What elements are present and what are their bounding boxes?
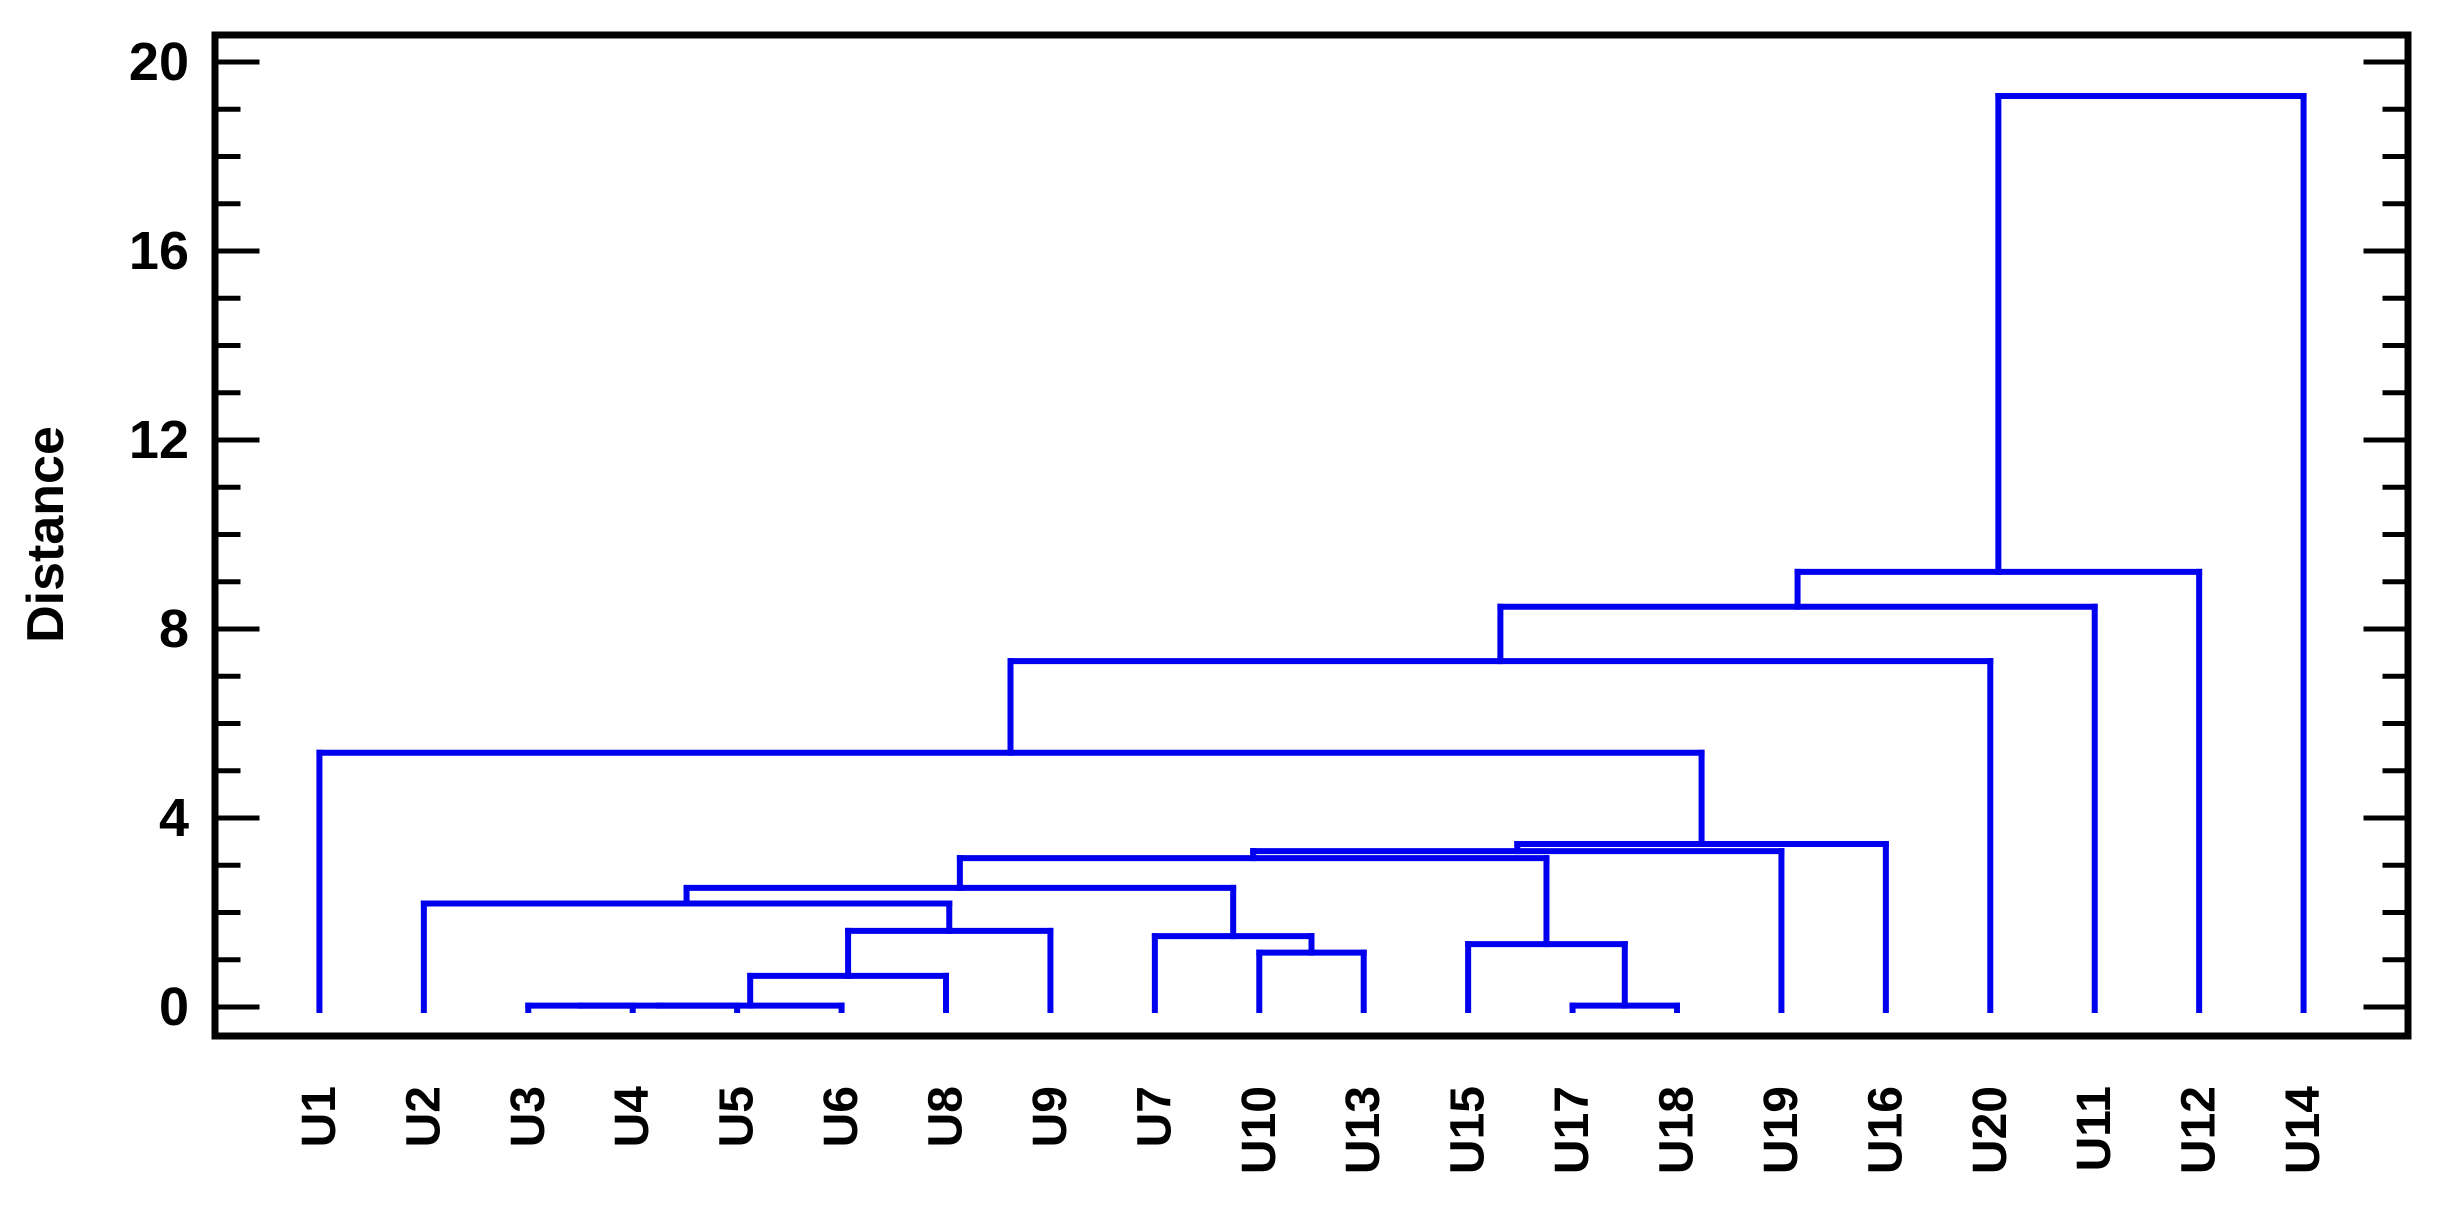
x-axis-label-U12: U12 xyxy=(2173,1086,2226,1174)
x-axis-label-U11: U11 xyxy=(2068,1086,2121,1171)
y-axis-tick-label: 0 xyxy=(159,977,189,1037)
x-axis-label-U7: U7 xyxy=(1128,1086,1181,1147)
y-axis-title: Distance xyxy=(17,426,75,643)
y-axis-tick-label: 16 xyxy=(129,221,189,281)
x-axis-label-U17: U17 xyxy=(1546,1086,1599,1174)
x-axis-label-U16: U16 xyxy=(1859,1086,1912,1174)
x-axis-label-U8: U8 xyxy=(920,1086,973,1147)
x-axis-label-U9: U9 xyxy=(1024,1086,1077,1147)
x-axis-label-U18: U18 xyxy=(1651,1086,1704,1174)
x-axis-label-U19: U19 xyxy=(1755,1086,1808,1174)
x-axis-label-U5: U5 xyxy=(711,1086,764,1147)
x-axis-label-U4: U4 xyxy=(606,1086,659,1148)
x-axis-label-U3: U3 xyxy=(502,1086,555,1147)
x-axis-label-U6: U6 xyxy=(815,1086,868,1147)
x-axis-label-U20: U20 xyxy=(1964,1086,2017,1174)
y-axis-tick-label: 12 xyxy=(129,410,189,470)
x-axis-label-U10: U10 xyxy=(1233,1086,1286,1174)
y-axis-tick-label: 8 xyxy=(159,599,189,659)
y-axis-tick-label: 20 xyxy=(129,32,189,92)
x-axis-label-U2: U2 xyxy=(397,1086,450,1147)
x-axis-label-U1: U1 xyxy=(293,1086,346,1147)
x-axis-label-U14: U14 xyxy=(2277,1086,2330,1174)
x-axis-label-U13: U13 xyxy=(1337,1086,1390,1174)
y-axis-tick-label: 4 xyxy=(159,788,189,848)
x-axis-label-U15: U15 xyxy=(1442,1086,1495,1174)
